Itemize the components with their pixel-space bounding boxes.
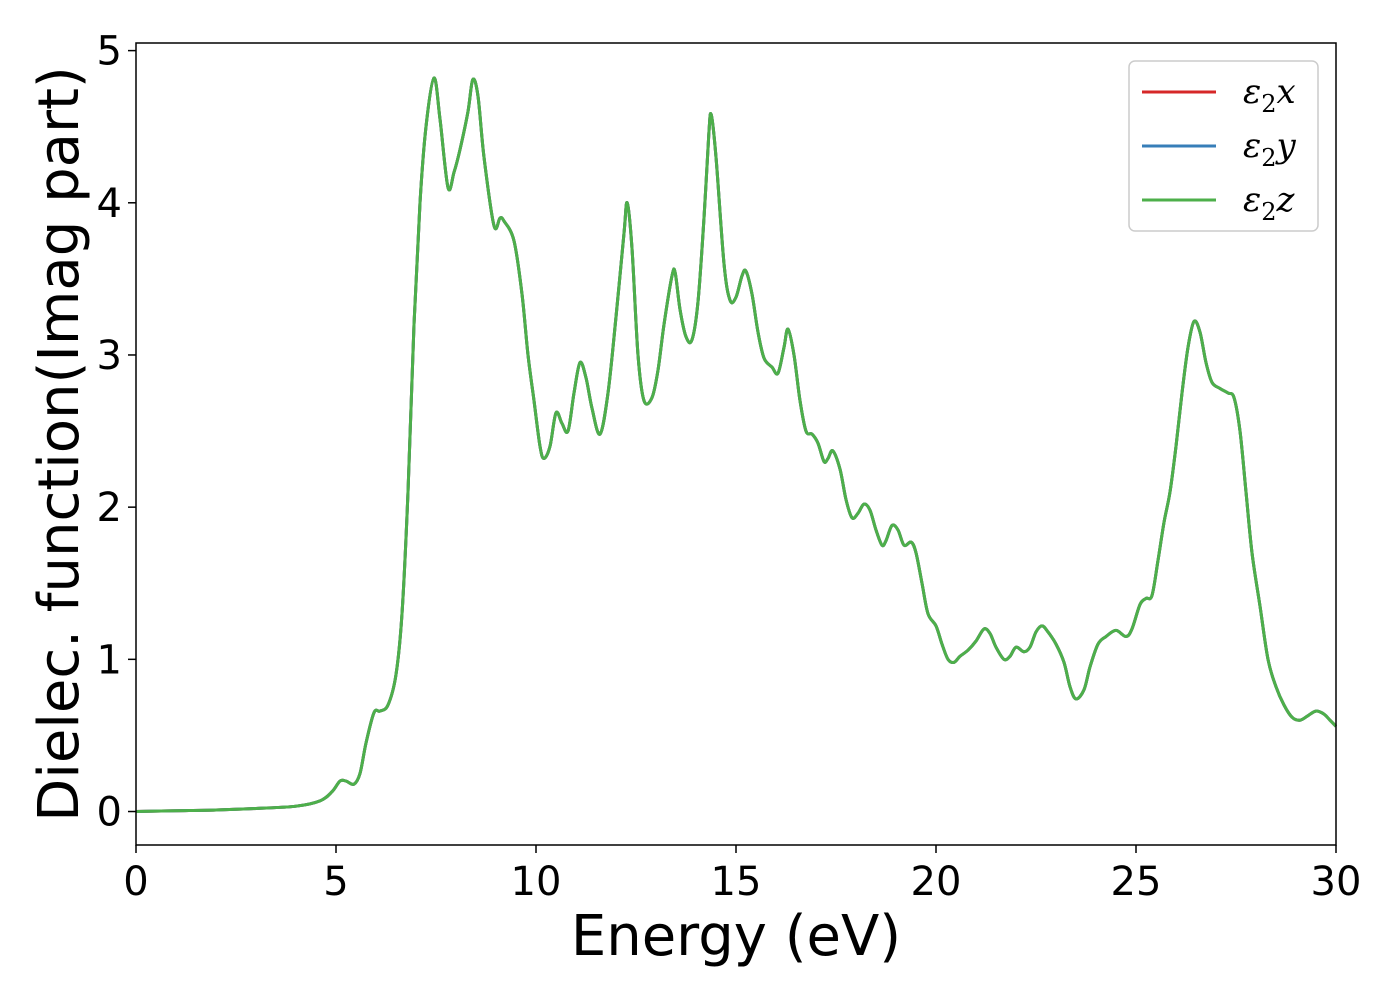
legend-label: ε2y [1243, 126, 1297, 172]
x-tick-label: 30 [1311, 859, 1362, 905]
y-tick-label: 4 [97, 181, 122, 227]
x-tick-label: 5 [323, 859, 348, 905]
x-tick-label: 20 [911, 859, 962, 905]
legend-box [1128, 60, 1319, 232]
series-line-2 [135, 76, 1338, 814]
legend-symbol: ε [1243, 72, 1261, 112]
y-tick-label: 0 [97, 790, 122, 836]
legend-subscript: 2 [1261, 144, 1276, 172]
x-tick-label: 10 [511, 859, 562, 905]
y-axis-label: Dielec. function(Imag part) [27, 66, 92, 822]
x-axis-label: Energy (eV) [571, 904, 901, 969]
legend-label: ε2x [1243, 72, 1296, 118]
y-tick-label: 2 [97, 485, 122, 531]
legend-axis: y [1275, 126, 1297, 166]
legend-subscript: 2 [1261, 90, 1276, 118]
legend-label: ε2z [1243, 180, 1296, 226]
y-tick-label: 5 [97, 29, 122, 75]
legend-symbol: ε [1243, 180, 1261, 220]
y-axis: 0 1 2 3 4 5 [97, 29, 136, 836]
legend-symbol: ε [1243, 126, 1261, 166]
x-tick-label: 15 [711, 859, 762, 905]
y-tick-label: 3 [97, 333, 122, 379]
series-layer [135, 76, 1338, 814]
legend-subscript: 2 [1261, 198, 1276, 226]
x-axis: 0 5 10 15 20 25 30 [123, 845, 1361, 905]
legend-axis: x [1277, 72, 1296, 112]
x-tick-label: 0 [123, 859, 148, 905]
legend-axis: z [1276, 180, 1296, 220]
x-tick-label: 25 [1111, 859, 1162, 905]
y-tick-label: 1 [97, 637, 122, 683]
